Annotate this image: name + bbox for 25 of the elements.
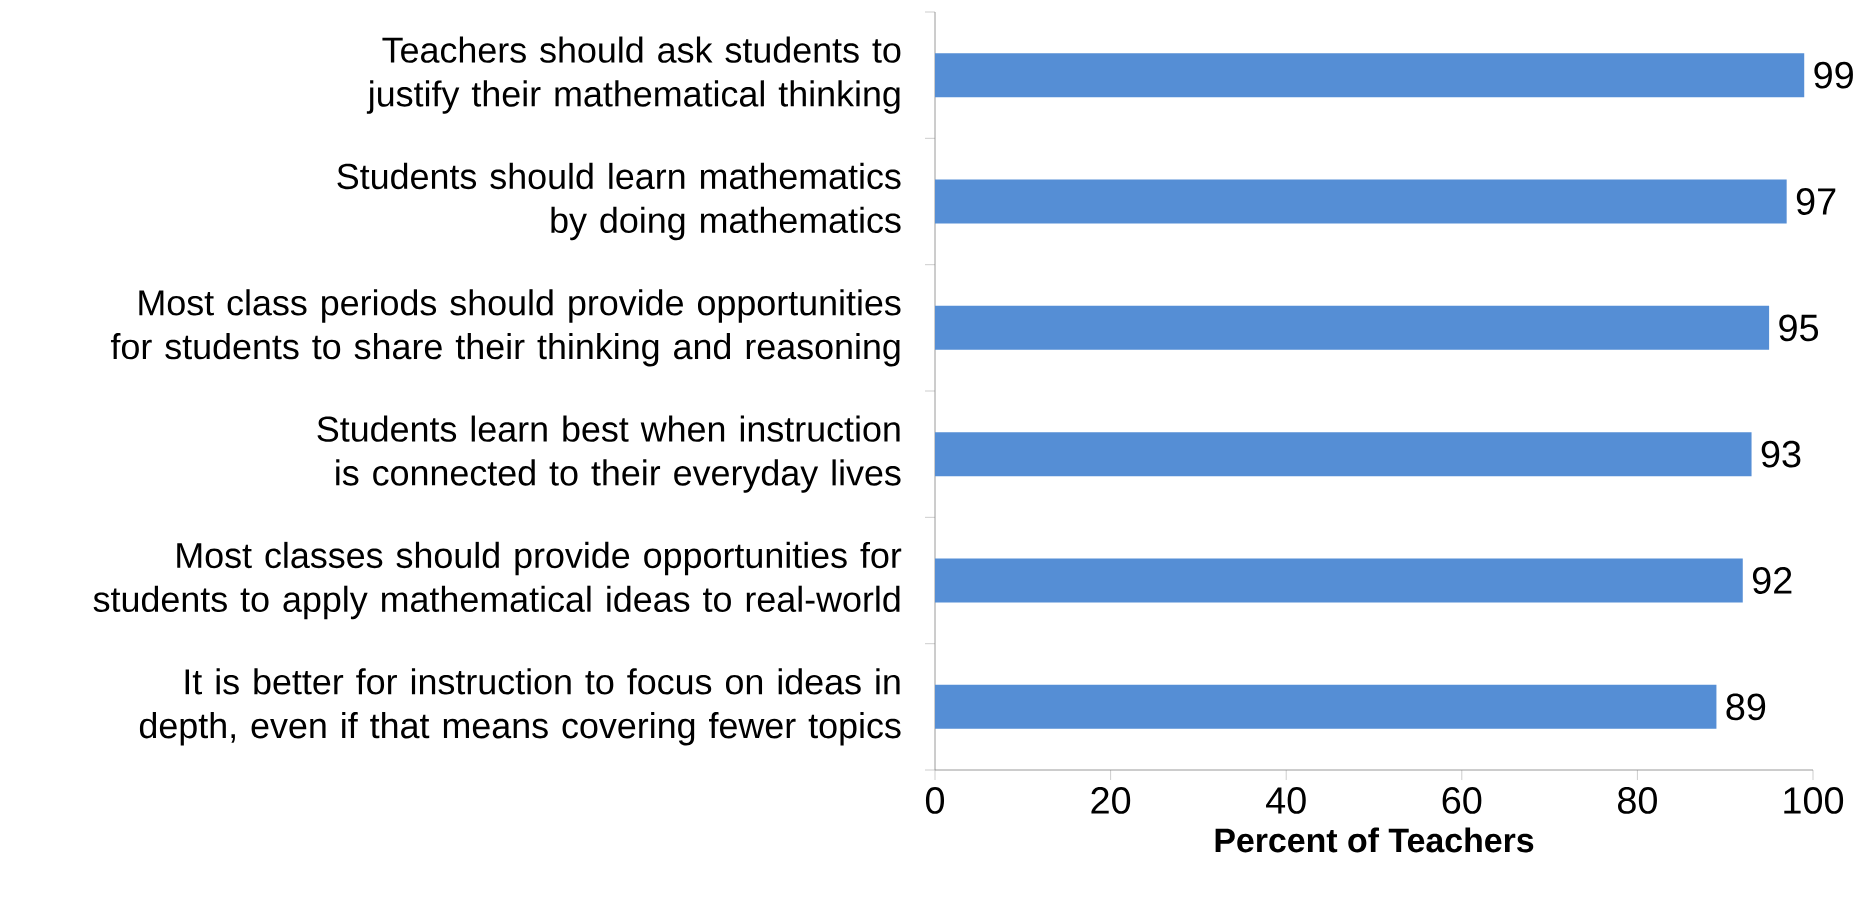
x-axis-title: Percent of Teachers [1215,827,1534,853]
y-tick-label: It is better for instruction to focus on ideas in depth, even if that means covering fewer topics [139,668,901,746]
bar [935,558,1743,603]
bar [935,432,1752,477]
bar [935,305,1770,350]
data-label: 99 [1814,61,1853,89]
x-tick-label: 80 [1618,787,1657,814]
bar [935,53,1805,98]
x-tick-label: 40 [1266,787,1306,814]
y-tick-label: Teachers should ask students to justify their mathematical thinking [366,36,901,114]
x-tick-label: 0 [925,787,945,814]
bar [935,684,1717,729]
y-tick-label: Most class periods should provide opportunities for students to share their thinking and reasoning [110,289,901,367]
y-tick-label: Most classes should provide opportunities for students to apply mathematical ideas to real-world [93,541,902,620]
data-label: 95 [1779,314,1819,342]
data-label: 93 [1761,440,1801,468]
data-label: 89 [1726,693,1766,721]
y-tick-label: Students should learn mathematics by doing mathematics [337,162,901,241]
data-label: 92 [1752,567,1792,594]
bar [935,179,1787,224]
x-tick-label: 60 [1442,787,1482,814]
y-tick-label: Students learn best when instruction is connected to their everyday lives [317,415,901,493]
data-label: 97 [1796,188,1836,215]
x-tick-label: 100 [1784,787,1844,814]
x-tick-label: 20 [1091,787,1131,814]
